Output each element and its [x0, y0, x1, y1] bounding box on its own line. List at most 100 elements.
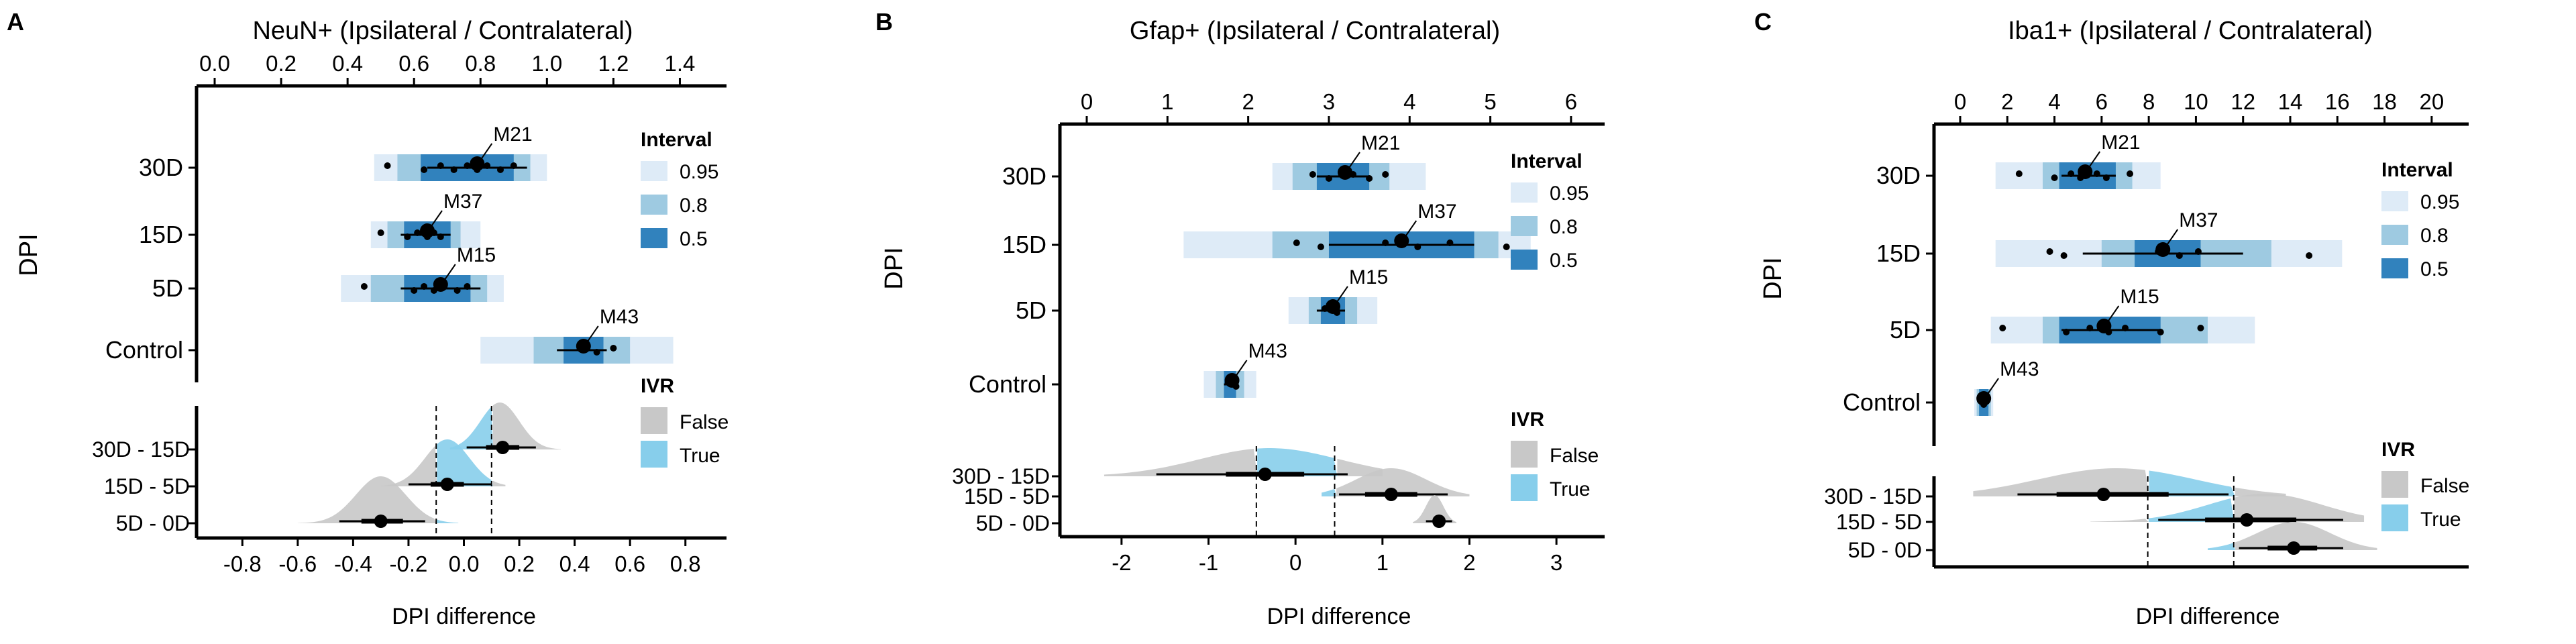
x-tick-label: 2 [1463, 550, 1475, 575]
density-row: 30D - 15D [1824, 468, 2286, 508]
upper-chart: 0.0 0.2 0.4 0.6 0.8 1.0 1.2 1.4 30D M21 15D M37 5D M1… [105, 51, 727, 382]
density-row: 15D - 5D [104, 439, 506, 498]
legend-label: True [2420, 508, 2461, 531]
x-tick-label: 0 [1081, 89, 1093, 114]
legend-swatch [2381, 504, 2408, 531]
legend-title: IVR [2381, 439, 2415, 461]
panel-title: Gfap+ (Ipsilateral / Contralateral) [1130, 17, 1500, 45]
data-point [2157, 329, 2164, 335]
legend-swatch [641, 161, 667, 181]
category-label: 5D [152, 274, 183, 302]
density-outside-ivr [2090, 494, 2365, 522]
median-point [2287, 541, 2301, 555]
legend-title: Interval [2381, 159, 2453, 181]
annotation-label: M37 [443, 191, 482, 213]
data-point [2060, 252, 2068, 259]
density-inside-ivr [1322, 488, 1337, 496]
density-row: 15D - 5D [1836, 494, 2365, 534]
x-tick-label: 0.2 [266, 51, 297, 76]
legend-label: 0.95 [680, 161, 718, 183]
panel-b: B Gfap+ (Ipsilateral / Contralateral)0 1 2 3… [875, 8, 1605, 629]
panel-letter: A [7, 8, 24, 36]
density-inside-ivr [436, 519, 459, 523]
x-axis-title: DPI difference [2136, 604, 2280, 629]
interval-row-15d: 15D M37 [1002, 201, 1531, 258]
x-tick-label: -1 [1199, 550, 1218, 575]
data-point [450, 166, 458, 173]
panel-title: Iba1+ (Ipsilateral / Contralateral) [2008, 17, 2373, 45]
annotation-label: M15 [1349, 266, 1388, 288]
x-tick-label: 8 [2143, 89, 2155, 114]
data-point [384, 162, 391, 169]
legend-swatch [1511, 216, 1538, 236]
data-point [2122, 325, 2129, 331]
annotation-label: M21 [493, 123, 532, 146]
x-axis-title: DPI difference [392, 604, 536, 629]
x-axis-title: DPI difference [1267, 604, 1411, 629]
category-label: 15D [1876, 239, 1921, 267]
density-outside-ivr [2235, 522, 2377, 550]
data-point [496, 166, 504, 173]
annotation-label: M37 [2179, 209, 2218, 231]
annotation-leader [443, 264, 456, 282]
legend-label: 0.5 [1550, 250, 1578, 272]
density-inside-ivr [2148, 498, 2235, 522]
data-point [437, 162, 444, 169]
legend-interval: Interval 0.95 0.8 0.5 [1511, 150, 1589, 272]
legend-swatch [1511, 250, 1538, 270]
x-tick-label: 1 [1161, 89, 1173, 114]
legend-swatch [1511, 182, 1538, 203]
data-point [2194, 248, 2202, 255]
data-point [421, 283, 428, 290]
annotation-label: M43 [1248, 340, 1287, 362]
annotation-leader [585, 325, 599, 344]
category-label: 30D - 15D [1824, 484, 1922, 508]
x-tick-label: 2 [2001, 89, 2013, 114]
legend-ivr: IVR False True [1511, 409, 1599, 501]
median-point [1258, 468, 1272, 481]
x-tick-label: 1.4 [665, 51, 696, 76]
data-point [610, 345, 617, 352]
x-tick-label: -2 [1112, 550, 1131, 575]
interval-row-15d: 15D M37 [139, 191, 482, 248]
annotation-label: M21 [2101, 131, 2140, 154]
x-tick-label: 1 [1377, 550, 1389, 575]
legend-label: 0.8 [2420, 225, 2449, 247]
annotation-label: M43 [2000, 358, 2039, 380]
legend-label: True [1550, 478, 1591, 500]
x-tick-label: 0.8 [670, 551, 701, 576]
data-point [437, 233, 444, 240]
interval-row-control: Control M43 [1843, 358, 2039, 416]
interval-row-30d: 30D M21 [1876, 131, 2161, 189]
data-point [404, 233, 411, 240]
x-tick-label: 4 [2048, 89, 2060, 114]
legend-swatch [1511, 474, 1538, 501]
x-tick-label: 0.6 [398, 51, 429, 76]
legend-title: Interval [1511, 150, 1582, 172]
data-point [1382, 171, 1389, 178]
annotation-label: M37 [1417, 201, 1456, 223]
data-point [1414, 244, 1421, 250]
category-label: 5D [1890, 316, 1921, 343]
legend-label: 0.5 [680, 228, 708, 250]
data-point [1446, 239, 1454, 246]
category-label: Control [105, 336, 183, 364]
category-label: 30D [1002, 162, 1046, 190]
density-outside-ivr [380, 445, 506, 486]
legend-label: False [2420, 475, 2469, 497]
x-tick-label: 18 [2372, 89, 2397, 114]
density-row: 5D - 0D [116, 476, 459, 535]
data-point [1309, 171, 1316, 178]
data-point [484, 162, 491, 169]
legend-swatch [641, 441, 667, 468]
legend-label: 0.95 [2420, 191, 2459, 213]
x-tick-label: -0.8 [223, 551, 262, 576]
interval-row-5d: 5D M15 [1016, 266, 1388, 324]
legend-swatch [2381, 471, 2408, 498]
category-label: 5D [1016, 297, 1046, 324]
x-tick-label: -0.6 [278, 551, 317, 576]
density-row: 5D - 0D [976, 495, 1457, 535]
annotation-leader [1986, 378, 1999, 396]
x-tick-label: 3 [1323, 89, 1335, 114]
interval-row-30d: 30D M21 [1002, 132, 1426, 190]
